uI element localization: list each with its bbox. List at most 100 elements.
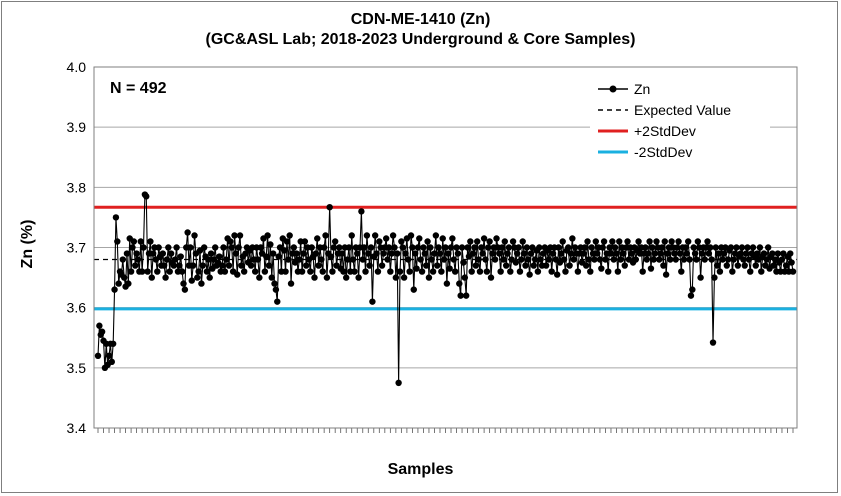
zn-data-point: [600, 238, 608, 245]
zn-data-point: [108, 358, 115, 366]
zn-data-point: [363, 232, 371, 239]
zn-data-point: [111, 286, 118, 293]
zn-data-point: [729, 268, 736, 275]
y-tick-label: 3.7: [67, 240, 87, 256]
zn-data-point: [756, 244, 764, 251]
zn-data-point: [392, 274, 400, 281]
zn-data-point: [516, 268, 524, 275]
zn-data-point: [489, 250, 496, 257]
zn-data-point: [624, 238, 631, 245]
zn-data-point: [617, 256, 624, 263]
zn-data-point: [720, 250, 728, 257]
zn-data-point: [693, 256, 700, 263]
zn-data-point: [723, 262, 731, 269]
zn-data-point: [409, 244, 416, 251]
zn-data-point: [614, 268, 622, 275]
y-tick-label: 3.9: [67, 119, 87, 135]
zn-data-point: [369, 298, 376, 305]
x-tick-marks: [97, 428, 794, 433]
zn-data-point: [744, 244, 751, 251]
zn-data-point: [290, 244, 298, 251]
zn-data-point: [405, 256, 412, 263]
zn-data-point: [140, 244, 147, 251]
zn-data-point: [548, 268, 555, 275]
zn-data-point: [127, 268, 135, 275]
zn-data-point: [431, 250, 438, 257]
zn-data-point: [454, 250, 462, 257]
zn-data-point: [653, 238, 660, 245]
zn-data-point: [686, 256, 693, 263]
zn-data-point: [94, 352, 102, 359]
zn-data-point: [479, 250, 486, 257]
zn-data-point: [487, 274, 495, 281]
zn-data-point: [442, 244, 449, 251]
zn-data-point: [303, 262, 310, 269]
zn-data-point: [664, 250, 671, 257]
y-tick-label: 3.8: [67, 179, 87, 195]
zn-data-point: [562, 268, 569, 275]
zn-data-point: [497, 268, 504, 275]
zn-data-point: [620, 250, 627, 257]
zn-data-point: [536, 244, 543, 251]
zn-data-point: [504, 250, 511, 257]
zn-data-point: [387, 268, 394, 275]
zn-data-point: [162, 274, 169, 281]
zn-data-point: [420, 244, 427, 251]
zn-data-point: [389, 232, 397, 239]
zn-data-point: [537, 256, 544, 263]
zn-data-point: [189, 262, 197, 269]
zn-data-point: [165, 244, 172, 251]
zn-data-point: [457, 292, 464, 299]
zn-data-point: [760, 250, 768, 257]
zn-data-point: [360, 244, 368, 251]
zn-data-point: [715, 250, 722, 257]
zn-data-point: [587, 268, 594, 275]
zn-data-point: [445, 250, 452, 257]
zn-data-point: [200, 244, 208, 251]
zn-data-point: [675, 238, 682, 245]
zn-data-point: [719, 256, 726, 263]
zn-data-point: [456, 280, 463, 287]
zn-data-point: [340, 268, 347, 275]
zn-data-point: [178, 268, 186, 275]
zn-data-point: [758, 268, 765, 275]
zn-data-point: [220, 244, 227, 251]
zn-data-point: [591, 256, 598, 263]
zn-data-point: [738, 244, 746, 251]
zn-data-point: [567, 250, 575, 257]
zn-data-point: [177, 253, 184, 260]
zn-data-point: [137, 238, 144, 245]
zn-data-point: [753, 250, 761, 257]
zn-data-point: [323, 274, 331, 281]
zn-data-point: [500, 256, 507, 263]
zn-data-point: [424, 238, 431, 245]
zn-data-point: [378, 262, 386, 269]
zn-data-point: [486, 238, 493, 245]
legend-item: Expected Value: [598, 102, 731, 118]
zn-data-point: [667, 256, 674, 263]
zn-data-point: [730, 256, 737, 263]
zn-data-point: [496, 250, 503, 257]
zn-data-point: [358, 208, 365, 215]
zn-data-point: [458, 244, 466, 251]
zn-data-point: [336, 244, 343, 251]
zn-data-point: [505, 244, 513, 251]
zn-data-point: [318, 256, 325, 263]
zn-data-point: [592, 238, 600, 245]
zn-data-point: [643, 256, 651, 263]
zn-data-point: [682, 244, 689, 251]
zn-data-point: [261, 268, 269, 275]
zn-data-point: [223, 256, 230, 263]
zn-data-point: [406, 268, 413, 275]
zn-data-point: [391, 244, 398, 251]
zn-data-point: [571, 244, 579, 251]
zn-data-point: [147, 238, 154, 245]
zn-data-point: [308, 244, 315, 251]
legend-label: +2StdDev: [634, 123, 696, 139]
zn-data-point: [166, 268, 173, 275]
zn-data-point: [427, 244, 434, 251]
zn-data-point: [507, 268, 514, 275]
zn-data-point: [774, 250, 782, 257]
zn-data-point: [471, 244, 478, 251]
